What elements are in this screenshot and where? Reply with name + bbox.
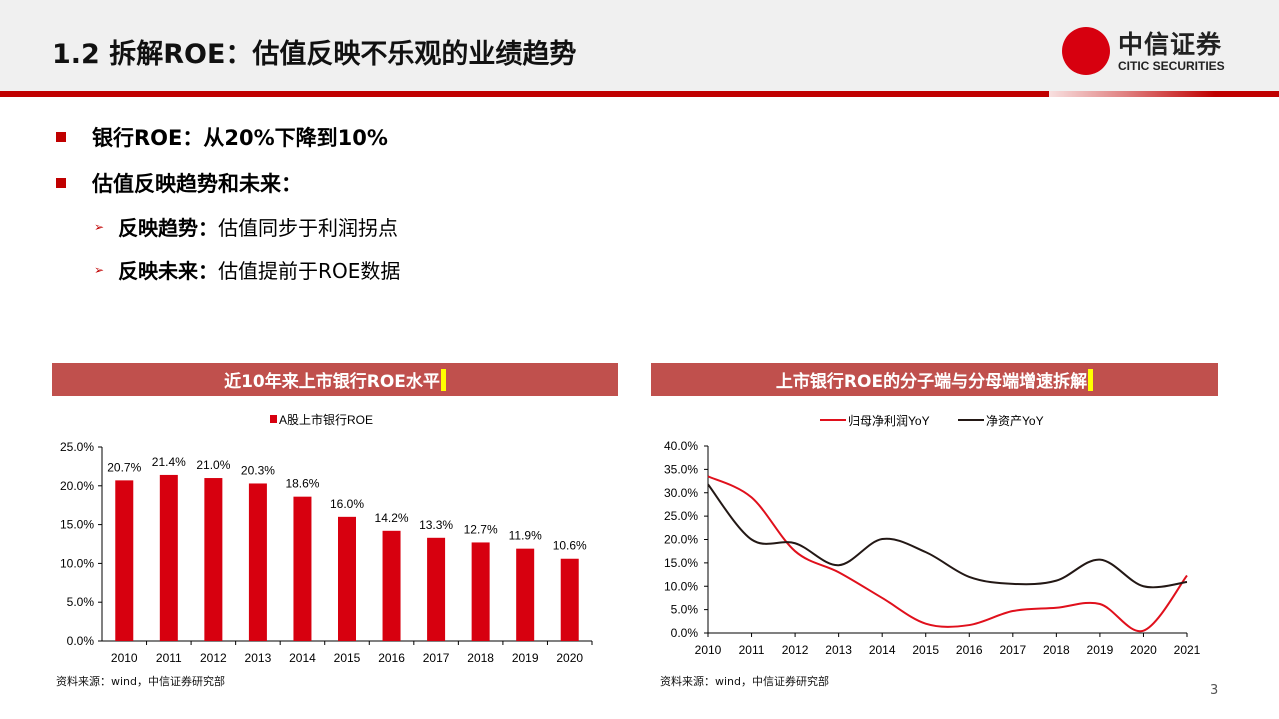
data-label: 12.7% <box>464 522 498 536</box>
x-tick-label: 2010 <box>695 643 722 657</box>
x-tick-label: 2018 <box>467 651 494 665</box>
square-bullet-icon <box>56 178 66 188</box>
data-label: 16.0% <box>330 497 364 511</box>
y-tick-label: 25.0% <box>664 509 698 523</box>
line-chart-source: 资料来源：wind，中信证券研究部 <box>660 675 830 688</box>
x-tick-label: 2014 <box>289 651 316 665</box>
legend-label: 归母净利润YoY <box>848 414 930 428</box>
data-label: 21.0% <box>196 458 230 472</box>
bar <box>293 496 312 641</box>
y-tick-label: 0.0% <box>67 634 95 648</box>
y-tick-label: 25.0% <box>60 440 94 454</box>
logo-text-cn: 中信证券 <box>1118 30 1223 59</box>
bar <box>427 537 446 641</box>
y-tick-label: 35.0% <box>664 462 698 476</box>
legend-label: A股上市银行ROE <box>279 412 373 427</box>
x-tick-label: 2019 <box>1087 643 1114 657</box>
slide-title: 1.2 拆解ROE：估值反映不乐观的业绩趋势 <box>52 39 577 70</box>
x-tick-label: 2021 <box>1174 643 1201 657</box>
x-tick-label: 2010 <box>111 651 138 665</box>
x-tick-label: 2012 <box>782 643 809 657</box>
series-line <box>707 475 1188 633</box>
series-line <box>707 483 1188 589</box>
x-tick-label: 2017 <box>423 651 450 665</box>
y-tick-label: 20.0% <box>60 479 94 493</box>
bar <box>204 478 223 641</box>
x-tick-label: 2016 <box>956 643 983 657</box>
y-tick-label: 0.0% <box>671 626 699 640</box>
y-tick-label: 15.0% <box>664 556 698 570</box>
page-number: 3 <box>1210 683 1219 698</box>
x-tick-label: 2012 <box>200 651 227 665</box>
bar <box>115 480 134 641</box>
arrow-bullet-icon: ➢ <box>94 262 105 277</box>
x-tick-label: 2014 <box>869 643 896 657</box>
legend-label: 净资产YoY <box>986 414 1044 428</box>
bar <box>516 548 535 641</box>
sub-bullet-2: ➢ 反映未来： 估值提前于ROE数据 <box>94 259 401 283</box>
bar-chart-title: 近10年来上市银行ROE水平 <box>52 363 618 396</box>
square-bullet-icon <box>56 132 66 142</box>
bullet-2: 估值反映趋势和未来： <box>56 168 302 198</box>
data-label: 11.9% <box>509 529 542 543</box>
y-tick-label: 40.0% <box>664 439 698 453</box>
data-label: 18.6% <box>285 477 319 491</box>
line-chart-title: 上市银行ROE的分子端与分母端增速拆解 <box>651 363 1218 396</box>
logo-text-en: CITIC SECURITIES <box>1118 59 1225 73</box>
y-tick-label: 5.0% <box>671 603 699 617</box>
x-tick-label: 2013 <box>825 643 852 657</box>
bar <box>248 483 267 641</box>
legend-swatch <box>270 415 277 423</box>
x-tick-label: 2011 <box>156 651 182 665</box>
data-label: 13.3% <box>419 518 453 532</box>
header-divider <box>0 91 1279 97</box>
bar <box>338 516 356 641</box>
bar <box>382 530 401 641</box>
x-tick-label: 2019 <box>512 651 539 665</box>
y-tick-label: 5.0% <box>67 595 95 609</box>
citic-logo: 中信证券 CITIC SECURITIES <box>1060 25 1240 77</box>
bar <box>560 558 579 641</box>
data-label: 20.7% <box>107 460 141 474</box>
y-tick-label: 10.0% <box>60 556 94 570</box>
x-tick-label: 2018 <box>1043 643 1070 657</box>
data-label: 14.2% <box>375 511 409 525</box>
bullet-1: 银行ROE：从20%下降到10% <box>56 122 388 152</box>
x-tick-label: 2016 <box>378 651 405 665</box>
data-label: 20.3% <box>241 463 275 477</box>
bar <box>471 542 490 641</box>
x-tick-label: 2015 <box>912 643 939 657</box>
y-tick-label: 20.0% <box>664 533 698 547</box>
data-label: 21.4% <box>152 455 186 469</box>
data-label: 10.6% <box>553 539 587 553</box>
y-tick-label: 15.0% <box>60 518 94 532</box>
arrow-bullet-icon: ➢ <box>94 219 105 234</box>
x-tick-label: 2011 <box>739 643 765 657</box>
x-tick-label: 2015 <box>334 651 361 665</box>
x-tick-label: 2013 <box>245 651 272 665</box>
bar <box>159 474 178 641</box>
y-tick-label: 10.0% <box>664 579 698 593</box>
x-tick-label: 2020 <box>1130 643 1157 657</box>
bar-chart-source: 资料来源：wind，中信证券研究部 <box>56 675 226 688</box>
x-tick-label: 2017 <box>999 643 1026 657</box>
y-tick-label: 30.0% <box>664 486 698 500</box>
sub-bullet-1: ➢ 反映趋势： 估值同步于利润拐点 <box>94 216 399 240</box>
x-tick-label: 2020 <box>556 651 583 665</box>
citic-logo-icon <box>1062 27 1110 75</box>
